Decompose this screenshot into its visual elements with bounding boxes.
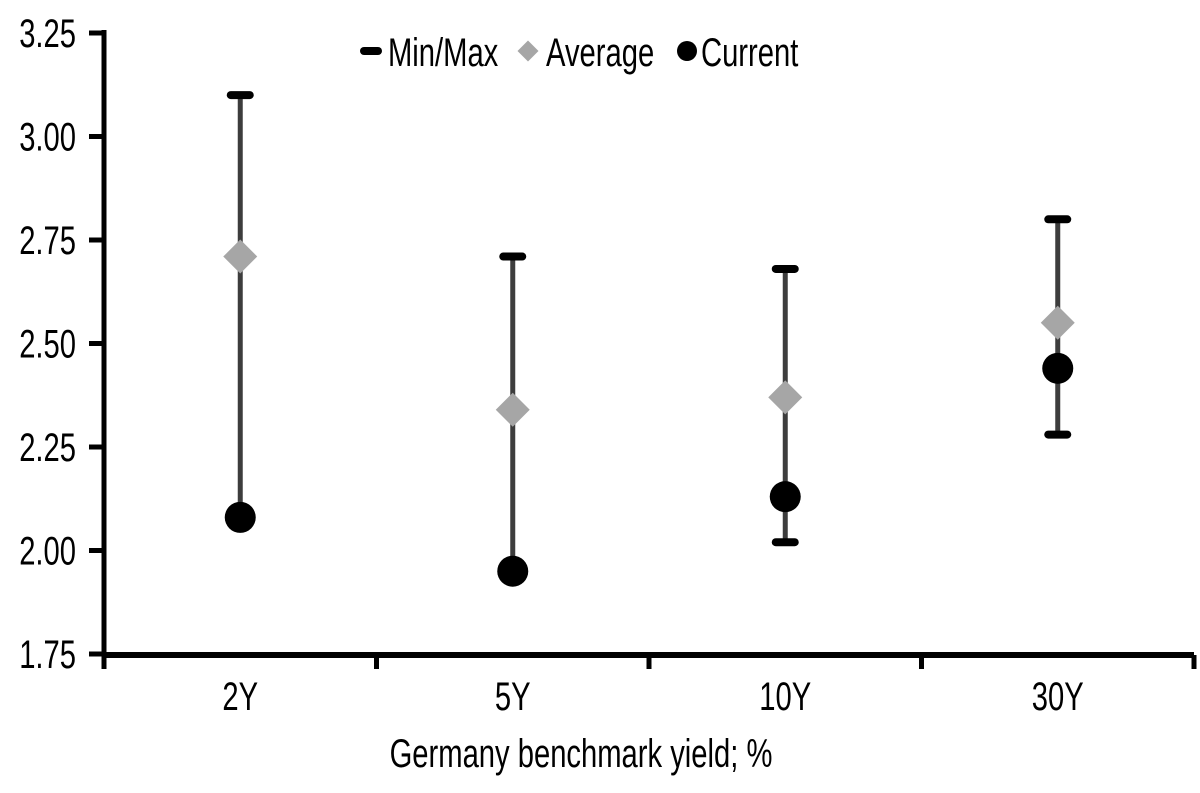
y-tick-label-3.00: 3.00 <box>19 115 76 160</box>
minmax-series <box>226 91 1072 576</box>
x-category-label-5Y: 5Y <box>495 675 531 720</box>
legend-diamond-icon <box>517 40 539 62</box>
average-series <box>223 239 1075 427</box>
legend-dash-icon <box>360 47 382 55</box>
legend-circle-icon <box>677 41 697 61</box>
legend-item-min-max: Min/Max <box>360 31 499 76</box>
current-series <box>224 352 1074 587</box>
y-tick-label-3.25: 3.25 <box>19 12 76 57</box>
legend-label-average: Average <box>546 31 654 76</box>
current-marker-30Y <box>1042 352 1074 384</box>
x-category-label-10Y: 10Y <box>759 675 811 720</box>
min-cap-10Y <box>771 538 799 547</box>
x-category-label-30Y: 30Y <box>1032 675 1084 720</box>
legend-label-current: Current <box>701 31 799 76</box>
legend-label-min-max: Min/Max <box>388 31 499 76</box>
axes: 1.75 2.00 2.25 2.50 2.75 3.00 3.25 2Y 5Y 10Y 30Y <box>19 12 1197 720</box>
current-marker-10Y <box>769 481 801 513</box>
max-cap-10Y <box>771 264 799 273</box>
min-cap-30Y <box>1044 430 1072 439</box>
max-cap-5Y <box>499 252 527 261</box>
max-cap-30Y <box>1044 215 1072 224</box>
legend-item-average: Average <box>517 31 654 76</box>
y-tick-label-2.50: 2.50 <box>19 322 76 367</box>
y-tick-label-2.75: 2.75 <box>19 219 76 264</box>
legend-item-current: Current <box>677 31 799 76</box>
y-tick-label-1.75: 1.75 <box>19 633 76 678</box>
current-marker-2Y <box>224 501 256 533</box>
y-tick-label-2.00: 2.00 <box>19 529 76 574</box>
y-tick-label-2.25: 2.25 <box>19 426 76 471</box>
average-marker-5Y <box>495 392 530 427</box>
legend: Min/Max Average Current <box>360 31 799 76</box>
average-marker-2Y <box>223 239 258 274</box>
max-cap-2Y <box>226 91 254 100</box>
average-marker-30Y <box>1040 305 1075 340</box>
average-marker-10Y <box>768 380 803 415</box>
x-category-label-2Y: 2Y <box>222 675 258 720</box>
current-marker-5Y <box>497 555 529 587</box>
x-axis-title: Germany benchmark yield; % <box>390 732 773 777</box>
